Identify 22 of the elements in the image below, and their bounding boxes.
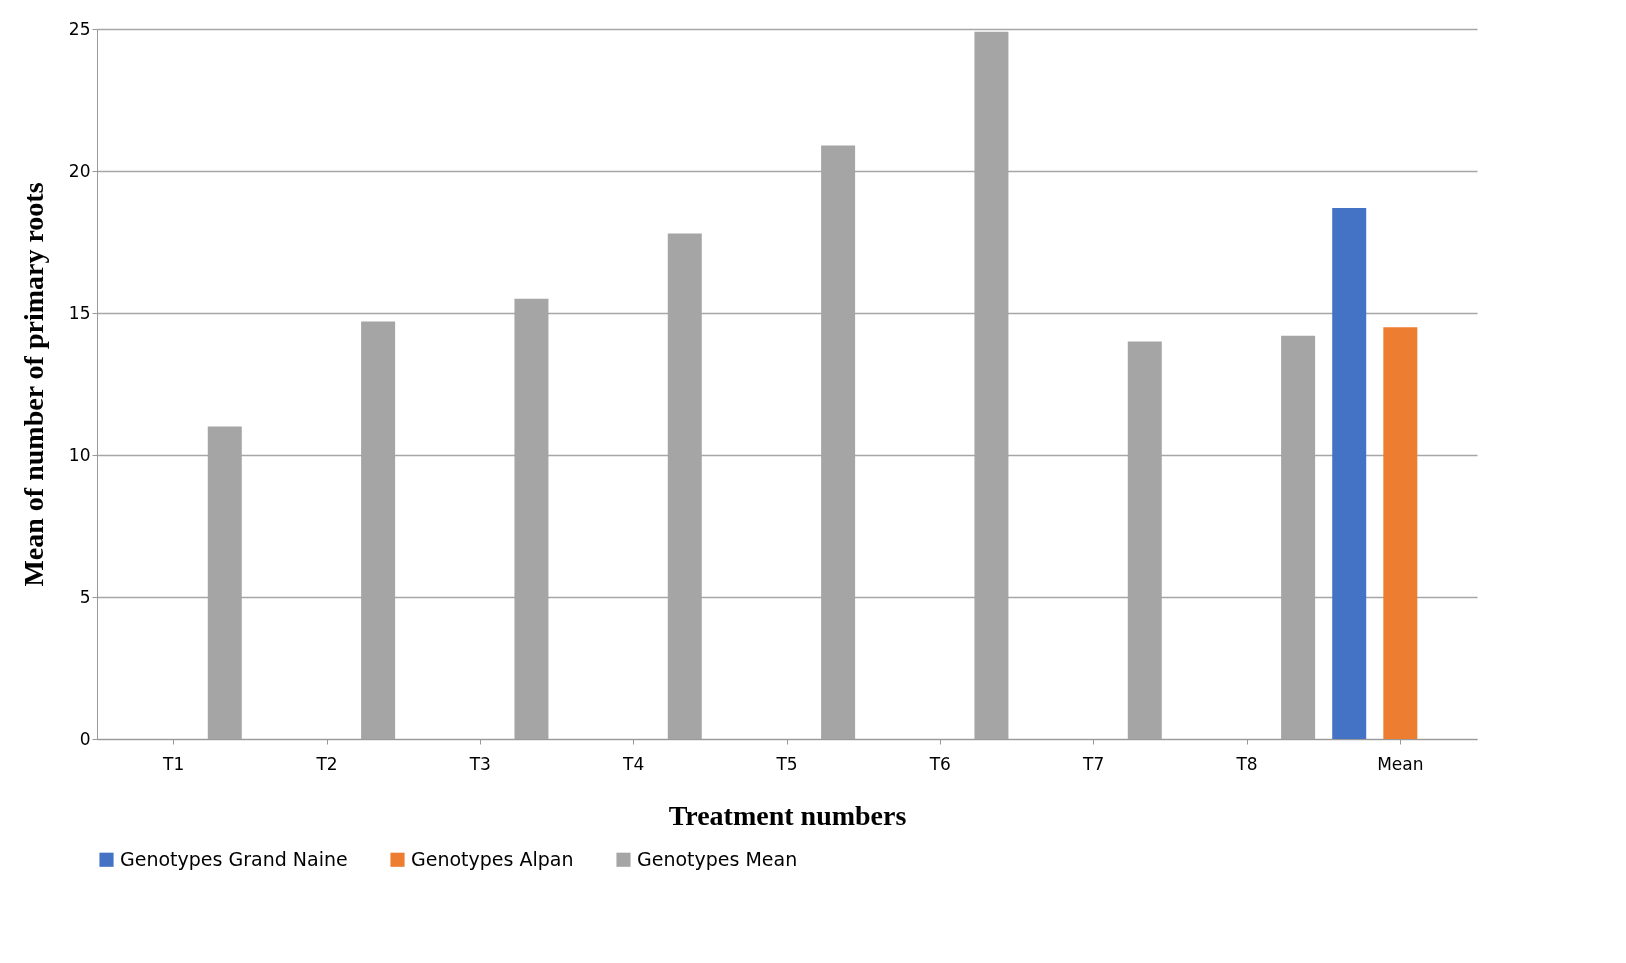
x-tick-label: T6 xyxy=(928,753,951,774)
y-tick-label: 25 xyxy=(68,18,91,39)
x-tick-label: T4 xyxy=(622,753,645,774)
y-tick-label: 0 xyxy=(79,728,91,749)
y-axis-title: Mean of number of primary roots xyxy=(17,182,49,587)
x-tick-label: T7 xyxy=(1082,753,1105,774)
legend-label: Genotypes Alpan xyxy=(411,847,574,870)
legend-label: Genotypes Mean xyxy=(637,847,798,870)
x-axis-title: Treatment numbers xyxy=(668,799,907,831)
x-tick-label: T3 xyxy=(468,753,491,774)
y-tick-label: 10 xyxy=(68,444,91,465)
y-tick-label: 5 xyxy=(79,586,91,607)
y-tick-label: 15 xyxy=(68,302,91,323)
x-tick-label: Mean xyxy=(1377,753,1424,774)
bar xyxy=(1383,327,1418,739)
legend-label: Genotypes Grand Naine xyxy=(120,847,348,870)
x-tick-label: T1 xyxy=(162,753,185,774)
x-tick-label: T2 xyxy=(315,753,338,774)
x-tick-label: T5 xyxy=(775,753,798,774)
y-tick-label: 20 xyxy=(68,160,91,181)
x-tick-label: T8 xyxy=(1235,753,1258,774)
bar xyxy=(1332,207,1367,739)
